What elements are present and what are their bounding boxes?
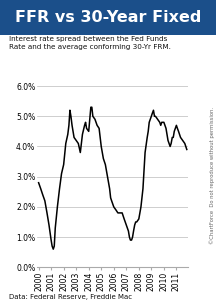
Text: Data: Federal Reserve, Freddie Mac: Data: Federal Reserve, Freddie Mac — [9, 294, 132, 300]
Text: Interest rate spread between the Fed Funds
Rate and the average conforming 30-Yr: Interest rate spread between the Fed Fun… — [9, 36, 170, 50]
Text: FFR vs 30-Year Fixed: FFR vs 30-Year Fixed — [15, 10, 201, 25]
Text: ©ChartForce  Do not reproduce without permission.: ©ChartForce Do not reproduce without per… — [209, 107, 215, 244]
